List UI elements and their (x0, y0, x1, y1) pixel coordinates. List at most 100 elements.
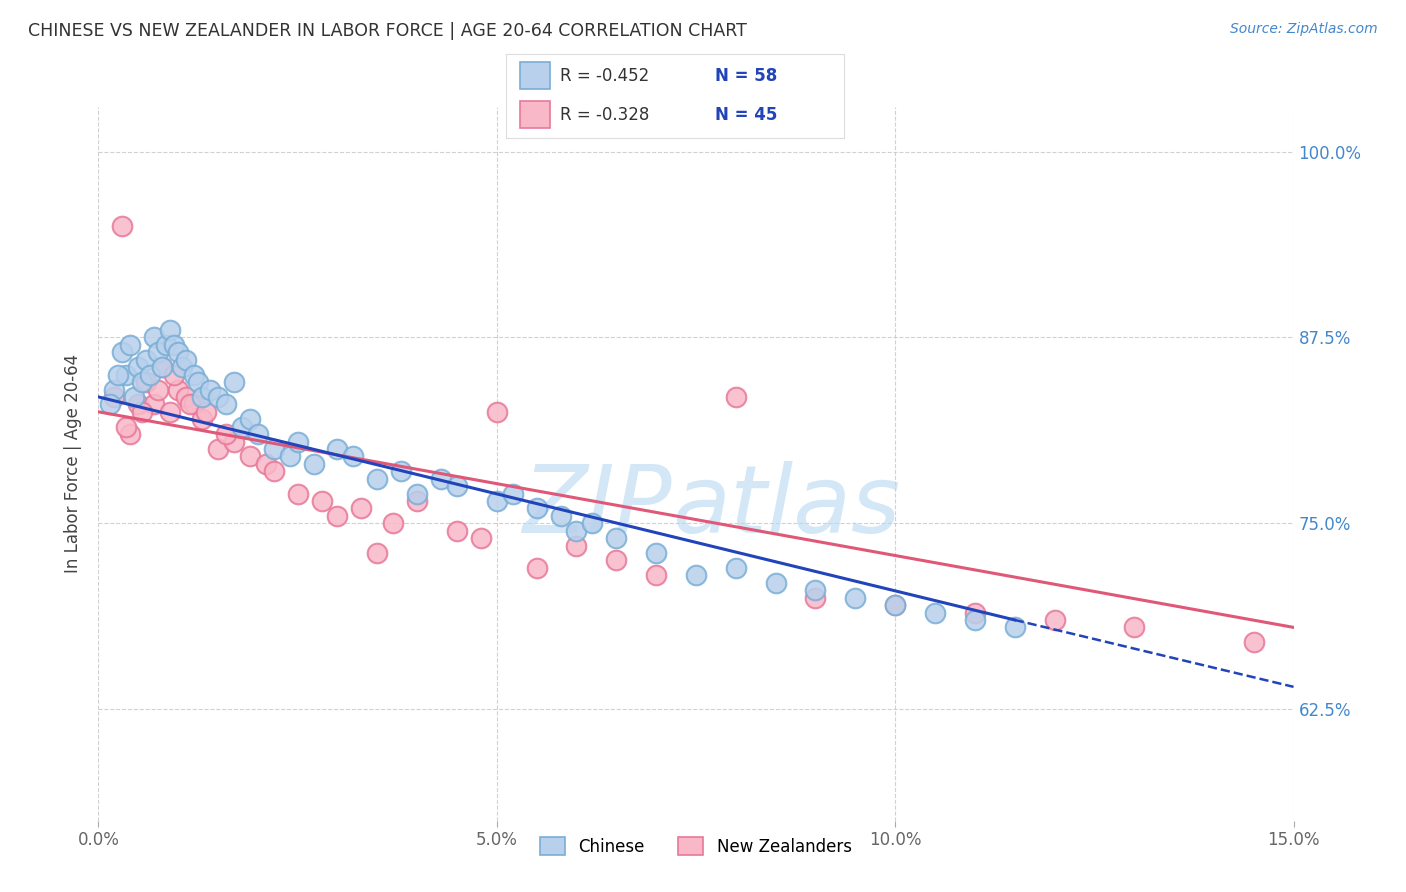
Point (350, 501, 373, 516)
Point (685, 568, 707, 582)
Point (565, 524, 588, 538)
Point (231, 419, 253, 434)
Point (239, 450, 262, 464)
Point (485, 494, 508, 508)
Point (120, 338, 142, 352)
Point (278, 450, 301, 464)
Point (167, 383, 190, 397)
Point (167, 345, 190, 359)
Point (195, 405, 218, 419)
Text: N = 45: N = 45 (716, 106, 778, 124)
Point (163, 338, 186, 352)
Point (406, 494, 429, 508)
Text: ZIP: ZIP (523, 461, 672, 552)
Point (366, 546, 388, 560)
Point (131, 375, 153, 389)
Point (183, 368, 205, 382)
Point (326, 508, 349, 523)
Point (163, 368, 186, 382)
Point (135, 352, 157, 367)
Point (148, 383, 170, 397)
Point (485, 405, 508, 419)
Point (215, 427, 238, 442)
Point (645, 568, 668, 582)
Point (187, 375, 209, 389)
Point (963, 606, 986, 620)
Point (287, 486, 309, 500)
Point (215, 397, 238, 411)
Point (884, 598, 907, 612)
Point (446, 479, 468, 493)
Point (183, 397, 205, 411)
Point (111, 345, 134, 359)
Point (143, 397, 166, 411)
Point (179, 397, 201, 411)
Point (287, 434, 309, 449)
Point (526, 501, 548, 516)
Point (111, 219, 134, 233)
Point (430, 472, 453, 486)
Point (884, 598, 907, 612)
Point (159, 405, 181, 419)
Point (207, 390, 229, 404)
Point (406, 486, 429, 500)
Bar (520, 101, 550, 128)
Point (804, 591, 827, 605)
Point (246, 427, 269, 442)
Point (765, 575, 787, 590)
Point (724, 561, 747, 575)
Point (526, 561, 548, 575)
Point (155, 338, 177, 352)
Text: atlas: atlas (672, 461, 900, 552)
Point (148, 345, 170, 359)
Point (159, 323, 181, 337)
Point (446, 524, 468, 538)
Point (127, 360, 149, 375)
Point (605, 553, 627, 567)
Point (222, 434, 245, 449)
Point (326, 442, 349, 456)
Point (581, 516, 603, 531)
Point (239, 412, 262, 426)
Y-axis label: In Labor Force | Age 20-64: In Labor Force | Age 20-64 (65, 354, 83, 574)
Point (174, 390, 197, 404)
Point (207, 442, 229, 456)
Point (139, 368, 162, 382)
Point (131, 405, 153, 419)
Point (124, 390, 146, 404)
Point (844, 591, 866, 605)
Point (143, 330, 166, 344)
Point (135, 375, 157, 389)
Point (174, 352, 197, 367)
Point (389, 464, 412, 478)
Point (254, 457, 277, 471)
Point (724, 390, 747, 404)
Point (98, 397, 122, 411)
Point (150, 360, 173, 375)
Point (550, 508, 572, 523)
Point (804, 583, 827, 598)
Point (963, 613, 986, 627)
Point (198, 383, 221, 397)
Point (150, 360, 173, 375)
Point (120, 427, 142, 442)
Point (605, 531, 627, 545)
Point (1004, 620, 1026, 634)
Text: R = -0.328: R = -0.328 (560, 106, 650, 124)
Point (115, 419, 138, 434)
Point (342, 450, 364, 464)
Point (311, 494, 333, 508)
Text: R = -0.452: R = -0.452 (560, 68, 650, 86)
Point (263, 442, 285, 456)
Point (172, 360, 194, 375)
Point (1243, 635, 1265, 649)
Point (302, 457, 325, 471)
Point (127, 397, 149, 411)
Point (107, 368, 129, 382)
Point (115, 368, 138, 382)
Point (263, 464, 285, 478)
Text: Source: ZipAtlas.com: Source: ZipAtlas.com (1230, 22, 1378, 37)
Point (470, 531, 492, 545)
Point (382, 516, 405, 531)
Point (191, 390, 214, 404)
